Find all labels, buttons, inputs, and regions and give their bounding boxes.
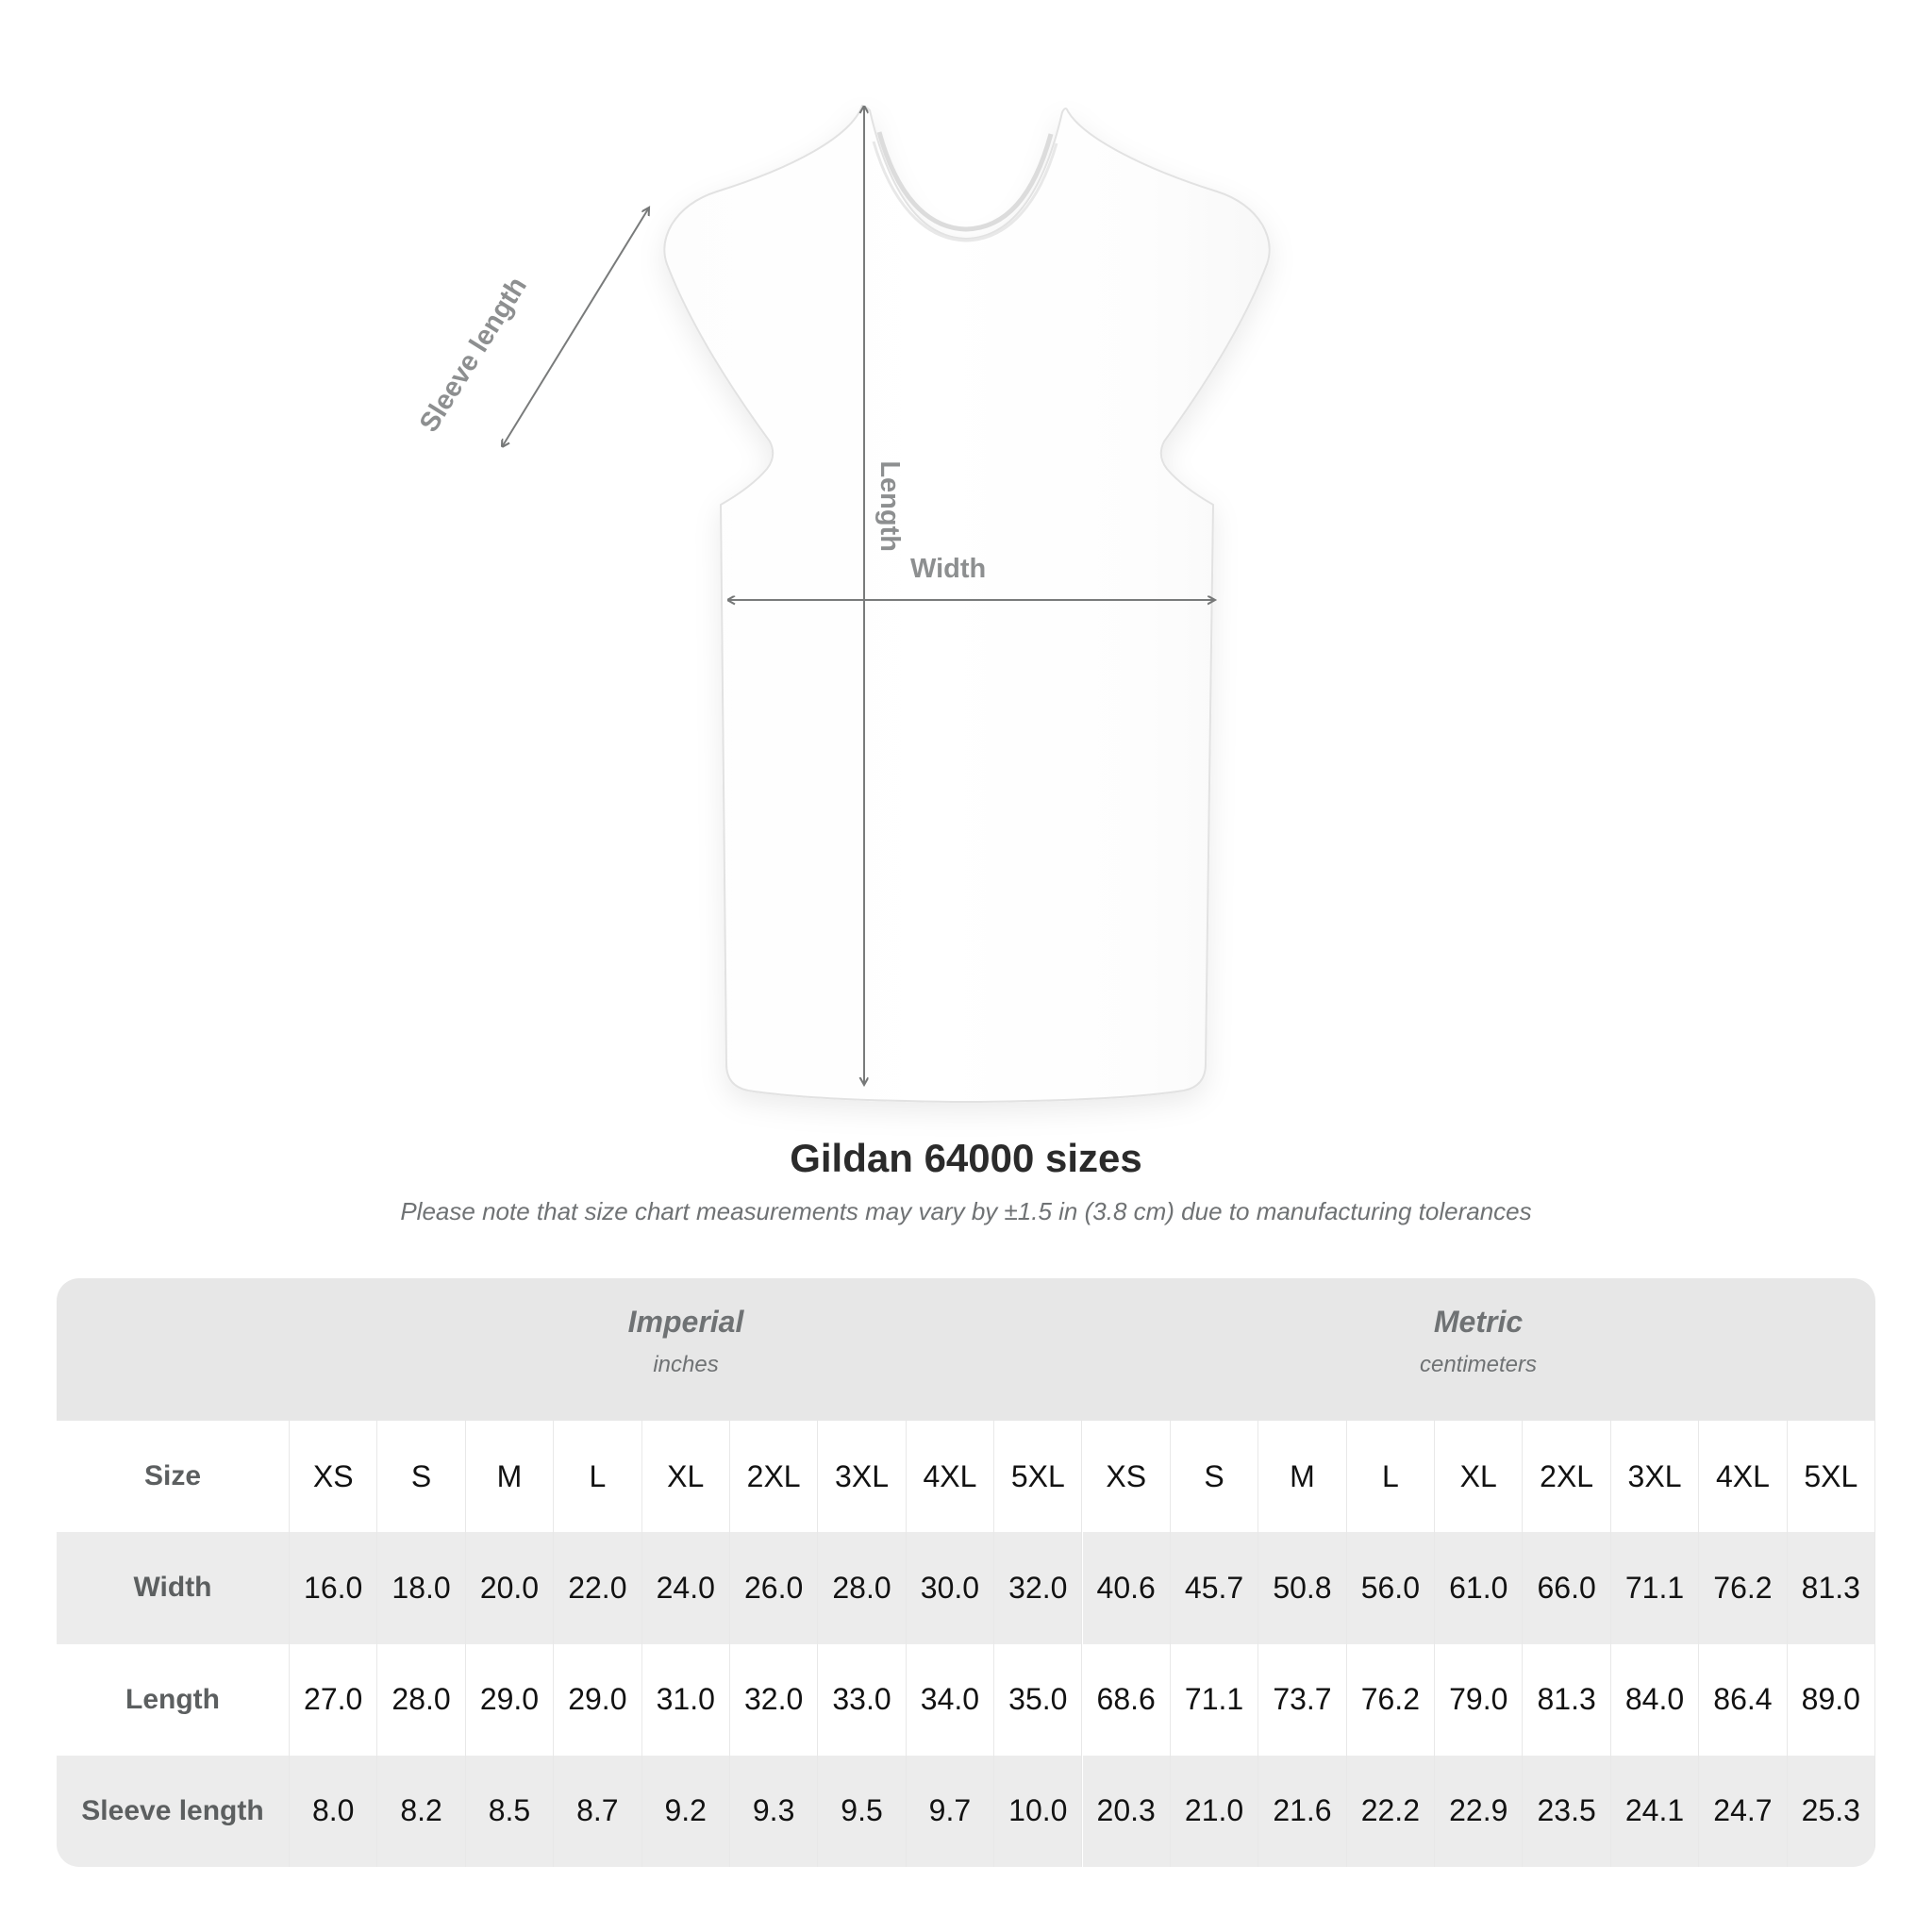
svg-text:Length: Length xyxy=(874,460,905,552)
svg-text:Sleeve length: Sleeve length xyxy=(414,272,533,438)
svg-text:Width: Width xyxy=(910,554,986,584)
